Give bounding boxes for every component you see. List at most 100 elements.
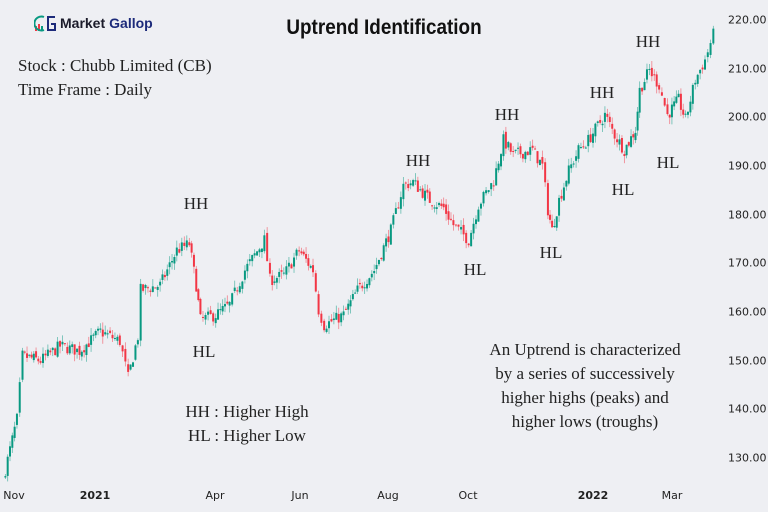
candle-body	[228, 301, 231, 306]
candle-body	[136, 340, 139, 345]
candle-body	[192, 254, 195, 267]
candle-body	[608, 116, 611, 123]
candle-body	[32, 353, 35, 361]
candle-body	[572, 163, 575, 165]
candle-body	[416, 180, 419, 192]
candle-body	[197, 289, 200, 301]
candle-body	[207, 311, 210, 315]
candle-body	[92, 334, 95, 336]
candle-body	[596, 121, 599, 123]
candle-body	[354, 292, 357, 294]
candle-body	[643, 81, 646, 91]
candle-body	[347, 303, 350, 310]
candle-body	[344, 308, 347, 310]
candle-body	[97, 328, 100, 331]
candle-body	[452, 220, 455, 226]
annotation-hh-1: HH	[183, 194, 209, 213]
candle-body	[474, 219, 477, 225]
candle-body	[263, 235, 266, 252]
candle-body	[679, 93, 682, 110]
candle-body	[407, 184, 410, 189]
candle-body	[447, 211, 450, 220]
candle-body	[300, 251, 303, 254]
candle-body	[113, 338, 116, 340]
candle-body	[565, 180, 568, 187]
annotation-hl-4: HL	[611, 180, 635, 199]
candle-body	[625, 144, 628, 156]
annotation-hh-3: HH	[494, 105, 520, 124]
candle-body	[538, 159, 541, 166]
candle-body	[389, 224, 392, 245]
candle-body	[124, 348, 127, 362]
candle-body	[142, 284, 145, 291]
description-line: higher highs (peaks) and	[501, 388, 669, 407]
candle-body	[320, 313, 323, 323]
candle-body	[442, 203, 445, 208]
candle-body	[129, 364, 132, 370]
candle-body	[163, 274, 166, 278]
candle-body	[421, 188, 424, 198]
logo: Market Gallop	[34, 14, 153, 32]
candle-body	[699, 69, 702, 74]
candle-body	[298, 250, 301, 252]
candle-body	[689, 101, 692, 113]
candle-body	[492, 185, 495, 187]
candle-body	[323, 320, 326, 331]
candle-body	[490, 183, 493, 190]
candle-body	[156, 286, 159, 290]
candle-body	[467, 243, 470, 246]
candle-body	[76, 348, 79, 353]
candle-body	[549, 214, 552, 220]
candle-body	[280, 270, 283, 272]
candle-body	[66, 346, 69, 354]
description-line: by a series of successively	[495, 364, 675, 383]
candle-body	[620, 137, 623, 153]
candle-body	[373, 271, 376, 274]
candle-body	[223, 304, 226, 307]
candle-body	[653, 74, 656, 76]
candle-body	[361, 285, 364, 289]
candle-body	[146, 287, 149, 289]
candle-body	[435, 207, 438, 209]
candle-body	[199, 298, 202, 315]
candle-body	[704, 59, 706, 70]
y-tick-label: 220.00	[728, 13, 767, 27]
candle-body	[201, 316, 204, 318]
candle-body	[73, 344, 76, 355]
candle-body	[634, 132, 637, 141]
candle-body	[151, 286, 154, 292]
candle-body	[231, 293, 234, 305]
candle-body	[63, 343, 66, 345]
candle-body	[238, 286, 241, 293]
candle-body	[419, 189, 422, 191]
candle-body	[691, 84, 694, 104]
candle-body	[49, 350, 52, 353]
candle-body	[271, 275, 274, 285]
candle-body	[332, 318, 335, 321]
description: An Uptrend is characterized by a series …	[489, 338, 680, 434]
candle-body	[295, 249, 298, 256]
candle-body	[594, 123, 597, 137]
candle-body	[560, 195, 563, 199]
candle-body	[394, 208, 397, 214]
candle-body	[314, 273, 317, 292]
candle-body	[209, 310, 212, 315]
candle-body	[567, 165, 570, 184]
candle-body	[521, 153, 524, 159]
candle-body	[636, 111, 639, 131]
candle-body	[575, 156, 578, 161]
candle-body	[627, 142, 630, 146]
candle-body	[663, 97, 666, 106]
candle-body	[551, 220, 554, 228]
candle-body	[397, 207, 400, 209]
annotation-hl-5: HL	[656, 153, 680, 172]
annotation-hl-1: HL	[192, 342, 216, 361]
candle-body	[337, 313, 340, 323]
candle-body	[188, 242, 191, 246]
candle-body	[648, 68, 651, 70]
candle-body	[632, 134, 635, 138]
legend-note: HH : Higher High HL : Higher Low	[185, 400, 308, 448]
candle-body	[368, 278, 371, 286]
candle-body	[517, 147, 520, 149]
candle-body	[173, 257, 176, 264]
